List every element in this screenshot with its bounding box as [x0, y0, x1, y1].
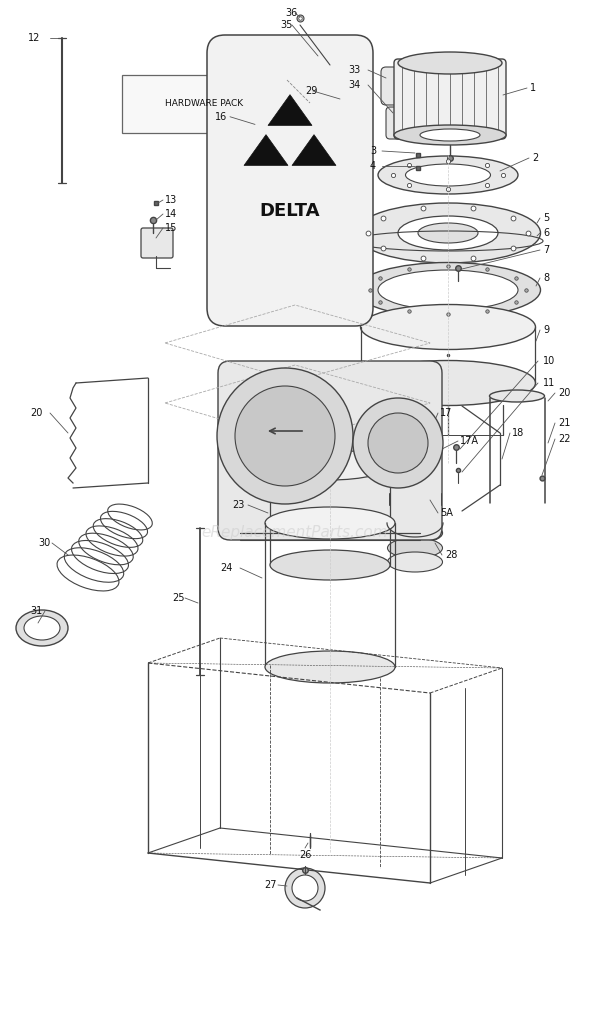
- Ellipse shape: [389, 483, 441, 503]
- Text: 10: 10: [543, 356, 555, 366]
- Ellipse shape: [16, 610, 68, 646]
- Text: 31: 31: [30, 606, 42, 616]
- Text: DELTA: DELTA: [260, 203, 320, 220]
- Circle shape: [285, 868, 325, 908]
- Text: 1: 1: [530, 83, 536, 93]
- Text: 30: 30: [38, 538, 50, 548]
- Text: 29: 29: [305, 86, 317, 96]
- Circle shape: [368, 413, 428, 473]
- Text: 17: 17: [440, 408, 453, 418]
- Text: 20: 20: [558, 388, 571, 398]
- FancyBboxPatch shape: [141, 228, 173, 258]
- Text: 35: 35: [280, 20, 293, 30]
- Polygon shape: [292, 135, 336, 166]
- Text: 26: 26: [299, 850, 311, 860]
- Text: 8: 8: [543, 273, 549, 283]
- Text: 2: 2: [532, 153, 538, 163]
- Ellipse shape: [360, 360, 536, 405]
- Text: 15: 15: [165, 223, 178, 233]
- Ellipse shape: [265, 651, 395, 683]
- Ellipse shape: [388, 552, 442, 572]
- Ellipse shape: [378, 155, 518, 194]
- Text: 33: 33: [348, 65, 360, 75]
- Text: 18: 18: [512, 428, 525, 438]
- Text: 5A: 5A: [440, 508, 453, 518]
- Text: 24: 24: [220, 563, 232, 573]
- Text: 16: 16: [215, 112, 227, 122]
- Text: 9: 9: [543, 325, 549, 335]
- Circle shape: [292, 875, 318, 901]
- FancyBboxPatch shape: [386, 107, 404, 139]
- Ellipse shape: [270, 550, 390, 580]
- FancyBboxPatch shape: [207, 35, 373, 326]
- Text: HARDWARE PACK: HARDWARE PACK: [165, 99, 244, 108]
- Ellipse shape: [394, 125, 506, 145]
- Circle shape: [217, 368, 353, 504]
- Bar: [122, 75, 287, 133]
- Ellipse shape: [356, 203, 540, 263]
- Text: 36: 36: [285, 8, 297, 18]
- Text: 21: 21: [558, 418, 571, 428]
- FancyBboxPatch shape: [381, 66, 403, 105]
- Ellipse shape: [378, 270, 518, 310]
- Text: 6: 6: [543, 228, 549, 238]
- Ellipse shape: [398, 216, 498, 250]
- FancyBboxPatch shape: [394, 59, 506, 139]
- Ellipse shape: [356, 263, 540, 317]
- Text: eReplacementParts.com: eReplacementParts.com: [202, 526, 388, 540]
- Text: 17A: 17A: [460, 436, 479, 446]
- Text: 28: 28: [445, 550, 457, 560]
- Ellipse shape: [270, 450, 390, 480]
- Text: 5: 5: [543, 213, 549, 223]
- Ellipse shape: [418, 223, 478, 243]
- Circle shape: [235, 386, 335, 486]
- Ellipse shape: [405, 164, 490, 186]
- Text: 27: 27: [264, 880, 277, 890]
- Text: 13: 13: [165, 195, 177, 205]
- Text: 34: 34: [348, 80, 360, 90]
- Text: 20: 20: [30, 408, 42, 418]
- Polygon shape: [244, 135, 288, 166]
- Ellipse shape: [389, 495, 441, 515]
- Ellipse shape: [24, 616, 60, 640]
- Text: 3: 3: [370, 146, 376, 155]
- Polygon shape: [268, 95, 312, 126]
- Text: 22: 22: [558, 434, 571, 444]
- Ellipse shape: [388, 523, 442, 543]
- Text: 14: 14: [165, 209, 177, 219]
- Text: 12: 12: [28, 33, 40, 43]
- Text: 25: 25: [172, 593, 185, 603]
- Circle shape: [353, 398, 443, 488]
- Text: 11: 11: [543, 379, 555, 388]
- Text: 23: 23: [232, 500, 244, 510]
- Ellipse shape: [360, 305, 536, 350]
- Ellipse shape: [420, 129, 480, 141]
- Text: 4: 4: [370, 161, 376, 171]
- Ellipse shape: [398, 52, 502, 74]
- Ellipse shape: [490, 390, 545, 402]
- Ellipse shape: [388, 538, 442, 558]
- Ellipse shape: [265, 507, 395, 539]
- FancyBboxPatch shape: [218, 361, 442, 540]
- Text: 7: 7: [543, 244, 549, 255]
